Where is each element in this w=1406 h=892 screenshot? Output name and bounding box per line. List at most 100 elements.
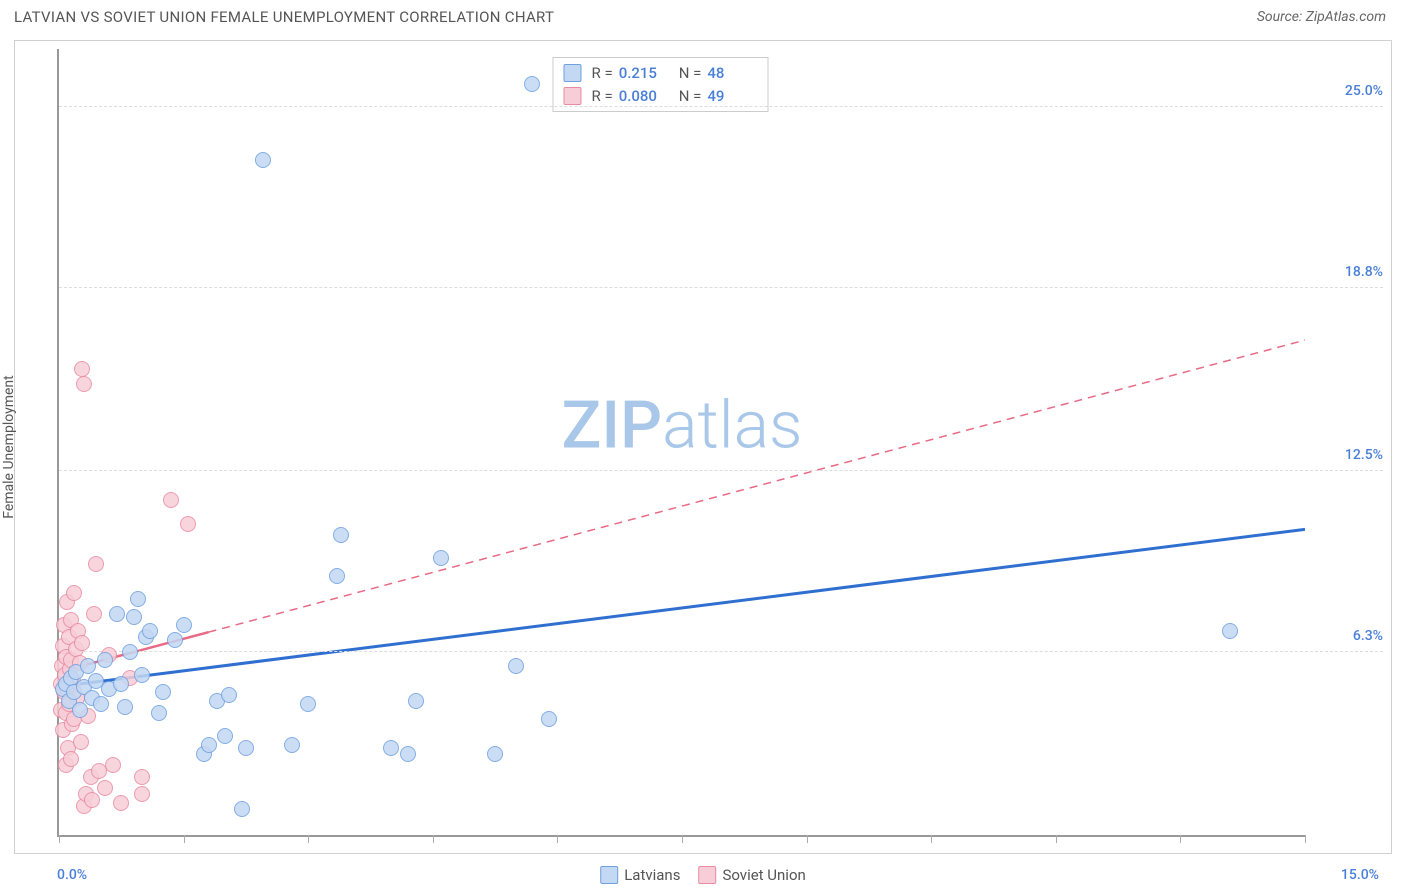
scatter-point-latvians (167, 632, 183, 648)
scatter-point-soviet (76, 376, 92, 392)
scatter-point-soviet (74, 635, 90, 651)
x-tick (807, 835, 808, 843)
scatter-point-latvians (122, 644, 138, 660)
n-value-latvians: 48 (707, 62, 757, 85)
chart-header: LATVIAN VS SOVIET UNION FEMALE UNEMPLOYM… (0, 0, 1406, 32)
scatter-point-soviet (113, 795, 129, 811)
scatter-point-soviet (73, 734, 89, 750)
source-attribution: Source: ZipAtlas.com (1257, 9, 1386, 25)
chart-container: Female Unemployment ZIPatlas R = 0.215 N… (14, 40, 1392, 854)
x-tick (308, 835, 309, 843)
x-tick (59, 835, 60, 843)
series-legend: Latvians Soviet Union (600, 866, 806, 884)
scatter-point-latvians (176, 617, 192, 633)
scatter-point-latvians (117, 699, 133, 715)
r-value-latvians: 0.215 (619, 62, 669, 85)
x-tick (1305, 835, 1306, 843)
scatter-point-latvians (408, 693, 424, 709)
swatch-soviet (563, 87, 581, 105)
x-axis-max-label: 15.0% (1341, 867, 1379, 883)
scatter-point-soviet (97, 780, 113, 796)
y-tick-label: 18.8% (1313, 264, 1383, 280)
scatter-point-latvians (130, 591, 146, 607)
swatch-latvians (563, 64, 581, 82)
plot-area: ZIPatlas R = 0.215 N = 48 R = 0.080 N = … (57, 49, 1305, 837)
scatter-point-latvians (400, 746, 416, 762)
scatter-point-latvians (109, 606, 125, 622)
x-tick (433, 835, 434, 843)
scatter-point-soviet (134, 769, 150, 785)
scatter-point-latvians (487, 746, 503, 762)
scatter-point-latvians (72, 702, 88, 718)
watermark-bold: ZIP (562, 388, 663, 465)
scatter-point-latvians (221, 687, 237, 703)
scatter-point-latvians (201, 737, 217, 753)
scatter-point-latvians (383, 740, 399, 756)
scatter-point-soviet (86, 606, 102, 622)
scatter-point-soviet (180, 516, 196, 532)
n-label: N = (679, 62, 702, 85)
legend-item-soviet: Soviet Union (698, 866, 805, 884)
correlation-legend: R = 0.215 N = 48 R = 0.080 N = 49 (552, 57, 768, 112)
gridline (59, 287, 1383, 288)
scatter-point-latvians (433, 550, 449, 566)
scatter-point-latvians (300, 696, 316, 712)
scatter-point-latvians (255, 152, 271, 168)
x-axis-min-label: 0.0% (57, 867, 87, 883)
scatter-point-soviet (134, 786, 150, 802)
chart-title: LATVIAN VS SOVIET UNION FEMALE UNEMPLOYM… (14, 8, 554, 26)
legend-label-latvians: Latvians (624, 866, 680, 884)
scatter-point-latvians (142, 623, 158, 639)
r-value-soviet: 0.080 (619, 85, 669, 108)
legend-label-soviet: Soviet Union (722, 866, 805, 884)
scatter-point-latvians (333, 527, 349, 543)
n-value-soviet: 49 (707, 85, 757, 108)
scatter-point-latvians (234, 801, 250, 817)
legend-row-latvians: R = 0.215 N = 48 (563, 62, 757, 85)
x-tick (1056, 835, 1057, 843)
n-label: N = (679, 85, 702, 108)
scatter-point-soviet (105, 757, 121, 773)
gridline (59, 470, 1383, 471)
scatter-point-latvians (238, 740, 254, 756)
y-tick-label: 12.5% (1313, 447, 1383, 463)
scatter-point-latvians (155, 684, 171, 700)
scatter-point-soviet (84, 792, 100, 808)
scatter-point-latvians (284, 737, 300, 753)
y-tick-label: 25.0% (1313, 83, 1383, 99)
scatter-point-soviet (66, 585, 82, 601)
scatter-point-soviet (88, 556, 104, 572)
scatter-point-latvians (97, 652, 113, 668)
x-tick (184, 835, 185, 843)
x-tick (931, 835, 932, 843)
y-axis-label: Female Unemployment (1, 375, 17, 519)
r-label: R = (591, 85, 612, 108)
x-tick (557, 835, 558, 843)
x-tick (682, 835, 683, 843)
watermark-light: atlas (662, 388, 802, 465)
scatter-point-latvians (126, 609, 142, 625)
scatter-point-latvians (93, 696, 109, 712)
legend-row-soviet: R = 0.080 N = 49 (563, 85, 757, 108)
scatter-point-latvians (151, 705, 167, 721)
r-label: R = (591, 62, 612, 85)
scatter-point-latvians (113, 676, 129, 692)
gridline (59, 651, 1383, 652)
scatter-point-latvians (217, 728, 233, 744)
legend-item-latvians: Latvians (600, 866, 680, 884)
gridline (59, 106, 1383, 107)
swatch-latvians-icon (600, 866, 618, 884)
scatter-point-latvians (508, 658, 524, 674)
trend-lines (59, 49, 1305, 835)
y-tick-label: 6.3% (1313, 628, 1383, 644)
scatter-point-soviet (163, 492, 179, 508)
scatter-point-latvians (524, 76, 540, 92)
scatter-point-latvians (80, 658, 96, 674)
x-tick (1180, 835, 1181, 843)
watermark: ZIPatlas (562, 388, 803, 465)
scatter-point-soviet (63, 751, 79, 767)
scatter-point-latvians (134, 667, 150, 683)
swatch-soviet-icon (698, 866, 716, 884)
scatter-point-latvians (541, 711, 557, 727)
scatter-point-latvians (1222, 623, 1238, 639)
